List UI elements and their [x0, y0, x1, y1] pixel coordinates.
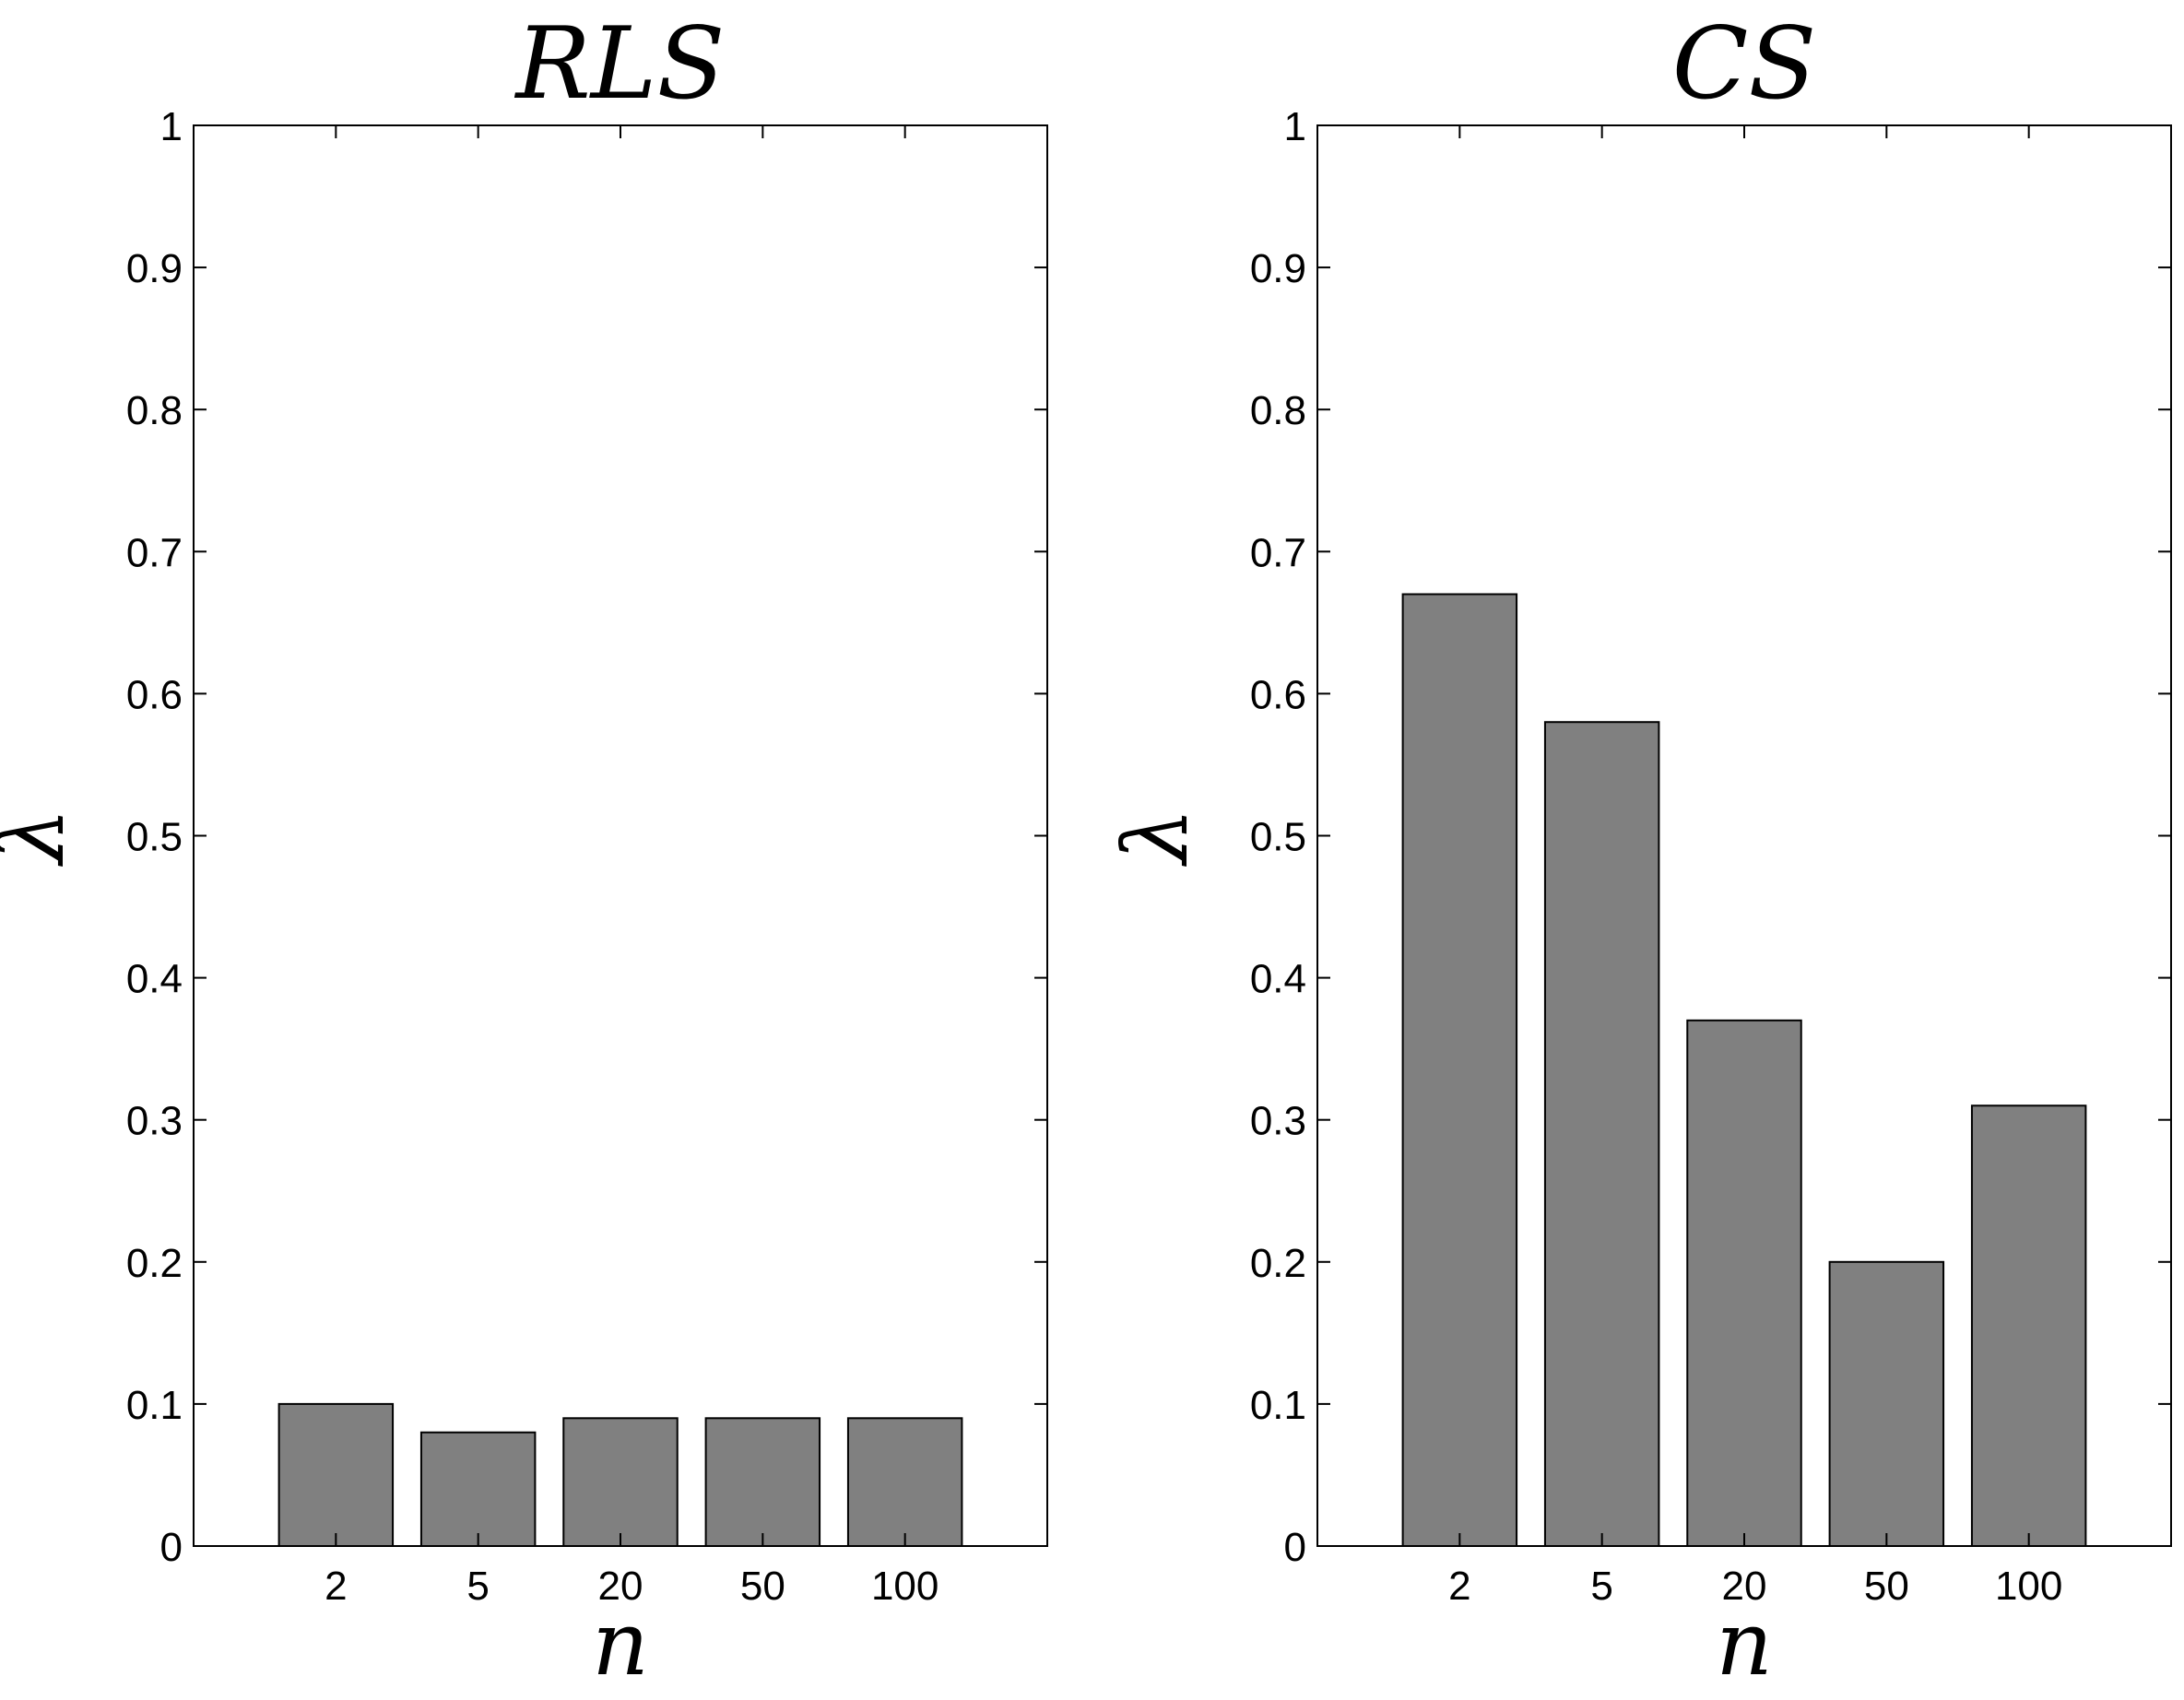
x-axis-label: n — [592, 1592, 649, 1695]
bar-2 — [1401, 593, 1518, 1547]
bar-100 — [846, 1417, 963, 1548]
bar-50 — [704, 1417, 821, 1548]
y-tick-label: 0.4 — [1250, 957, 1306, 1002]
y-tick-label: 0.2 — [1250, 1241, 1306, 1286]
x-tick-label: 20 — [1722, 1564, 1767, 1609]
x-tick-label: 50 — [1864, 1564, 1909, 1609]
x-tick-label: 5 — [466, 1564, 489, 1609]
y-tick-label: 0.7 — [126, 530, 183, 575]
y-tick-label: 0.5 — [1250, 815, 1306, 860]
bar-50 — [1828, 1260, 1945, 1548]
chart-title: CS — [1672, 6, 1817, 122]
y-axis-label: λ — [1104, 808, 1208, 868]
y-tick-label: 0.8 — [1250, 388, 1306, 433]
bar-20 — [1686, 1019, 1802, 1547]
bar-5 — [419, 1431, 537, 1547]
x-tick-label: 2 — [325, 1564, 347, 1609]
x-axis-label: n — [1716, 1592, 1773, 1695]
chart-title: RLS — [514, 6, 725, 122]
bar-5 — [1543, 721, 1660, 1547]
y-tick-label: 0 — [1284, 1525, 1306, 1570]
y-tick-label: 0.9 — [1250, 246, 1306, 291]
chart-rls: 0 0.1 0.2 0.3 0.4 0.5 0.6 0.7 0.8 0.9 1 2 5 20 50 100 RL… — [0, 6, 1048, 1695]
x-tick-label: 20 — [598, 1564, 643, 1609]
x-tick-label: 50 — [740, 1564, 785, 1609]
chart-cs: 0 0.1 0.2 0.3 0.4 0.5 0.6 0.7 0.8 0.9 1 2 5 20 50 100 CS… — [1104, 6, 2172, 1695]
y-tick-label: 0.1 — [1250, 1383, 1306, 1428]
y-axis-label: λ — [0, 808, 84, 868]
y-tick-label: 1 — [160, 104, 183, 149]
y-tick-label: 0.9 — [126, 246, 183, 291]
bar-100 — [1970, 1104, 2087, 1548]
y-tick-label: 0.3 — [126, 1099, 183, 1144]
y-tick-label: 0.6 — [1250, 672, 1306, 717]
y-tick-label: 0.5 — [126, 815, 183, 860]
bar-20 — [562, 1417, 679, 1548]
x-tick-label: 5 — [1590, 1564, 1612, 1609]
y-tick-label: 0.8 — [126, 388, 183, 433]
y-tick-label: 1 — [1284, 104, 1306, 149]
y-tick-label: 0.7 — [1250, 530, 1306, 575]
x-tick-label: 100 — [871, 1564, 939, 1609]
x-tick-label: 100 — [1995, 1564, 2062, 1609]
axes-box — [193, 124, 1048, 1547]
y-tick-label: 0.2 — [126, 1241, 183, 1286]
y-tick-label: 0.4 — [126, 957, 183, 1002]
y-tick-label: 0.6 — [126, 672, 183, 717]
y-tick-label: 0.3 — [1250, 1099, 1306, 1144]
y-tick-label: 0.1 — [126, 1383, 183, 1428]
x-tick-label: 2 — [1448, 1564, 1470, 1609]
y-tick-label: 0 — [160, 1525, 183, 1570]
bar-2 — [277, 1402, 395, 1548]
